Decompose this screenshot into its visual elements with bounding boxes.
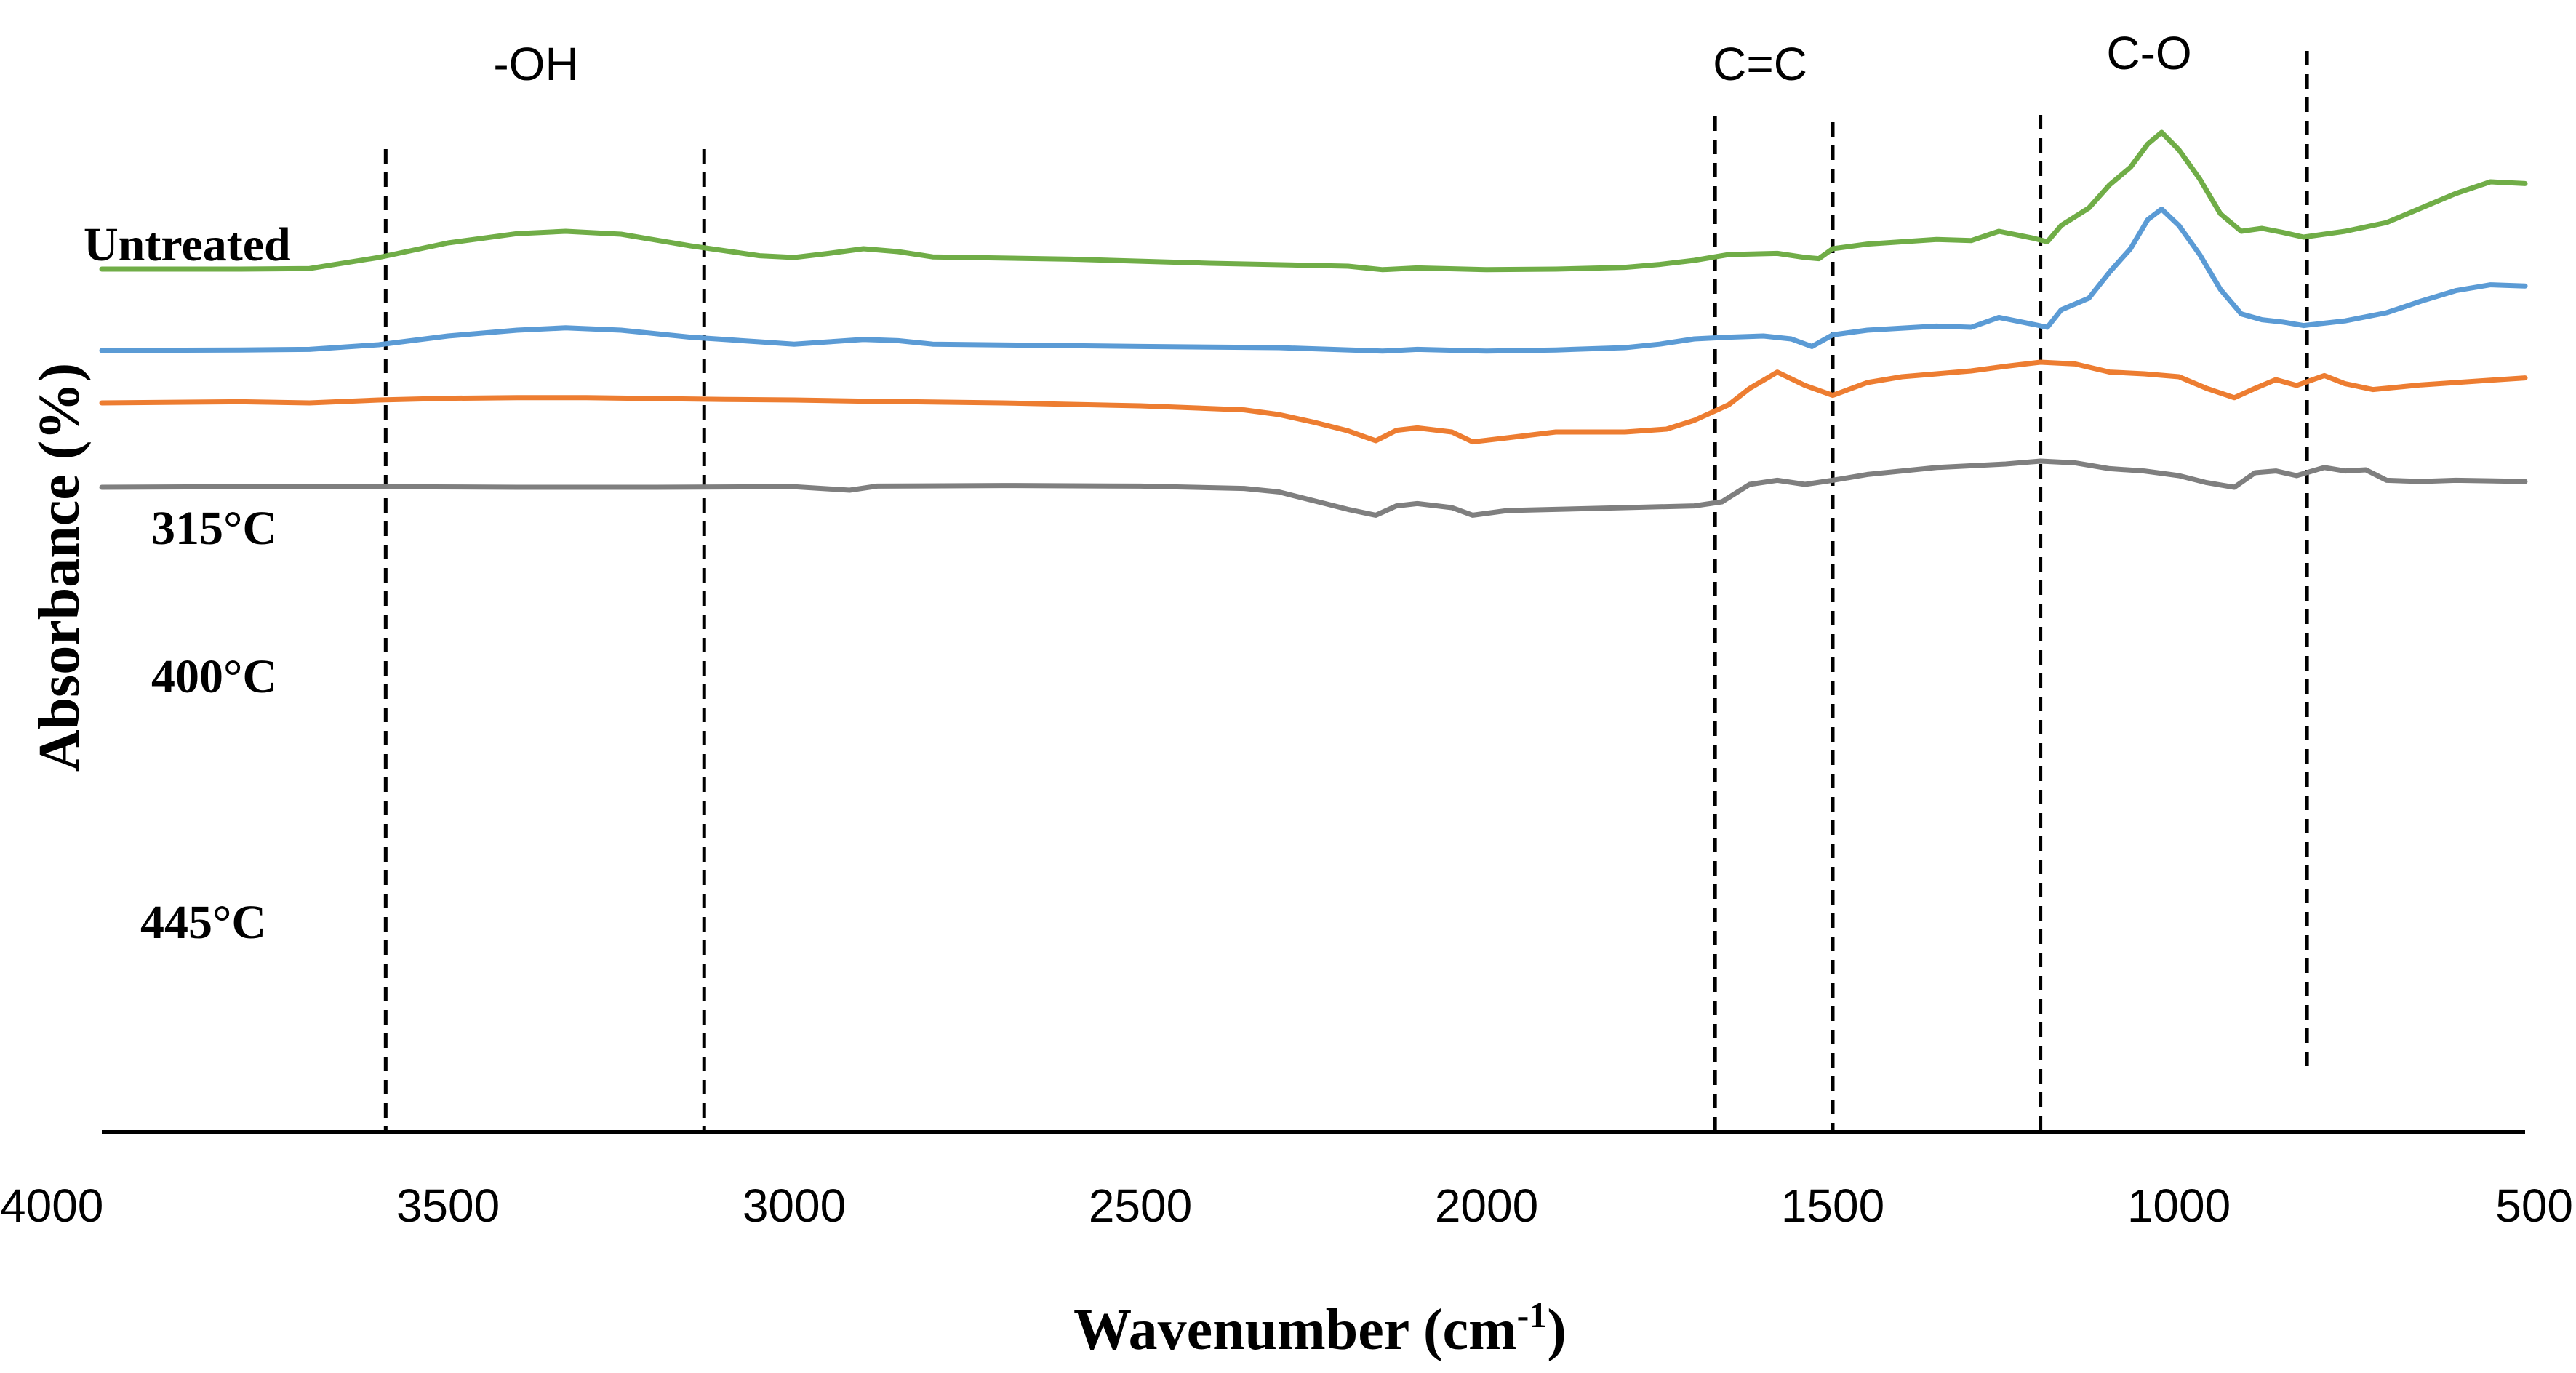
x-tick-label-500: 500 (2495, 1180, 2573, 1232)
x-axis-title: Wavenumber (cm-1) (1073, 1294, 1567, 1362)
series-label-untreated: Untreated (84, 218, 291, 271)
x-tick-labels: 4000 3500 3000 2500 2000 1500 1000 500 (0, 1180, 2573, 1232)
series-line-0 (99, 129, 2528, 273)
series-label-400: 400°C (151, 650, 277, 703)
series-lines (99, 129, 2528, 518)
series-line-2 (99, 359, 2528, 445)
x-tick-label-4000: 4000 (0, 1180, 103, 1232)
x-axis-title-main: Wavenumber (cm (1073, 1298, 1517, 1362)
x-tick-label-3500: 3500 (396, 1180, 500, 1232)
x-axis-title-close: ) (1547, 1298, 1567, 1362)
region-label-co: C-O (2106, 27, 2191, 79)
region-label-cc: C=C (1713, 38, 1807, 90)
x-tick-label-1500: 1500 (1781, 1180, 1884, 1232)
x-tick-label-2500: 2500 (1089, 1180, 1192, 1232)
series-line-1 (99, 207, 2528, 354)
reference-lines (383, 51, 2309, 1131)
x-axis-title-superscript: -1 (1517, 1294, 1548, 1335)
x-tick-label-2000: 2000 (1435, 1180, 1538, 1232)
x-tick-label-1000: 1000 (2127, 1180, 2231, 1232)
series-line-3 (99, 458, 2528, 518)
y-axis-title: Absorbance (%) (28, 363, 92, 772)
region-label-oh: -OH (493, 38, 578, 90)
x-tick-label-3000: 3000 (743, 1180, 846, 1232)
series-label-315: 315°C (151, 502, 277, 555)
series-label-445: 445°C (140, 896, 266, 949)
